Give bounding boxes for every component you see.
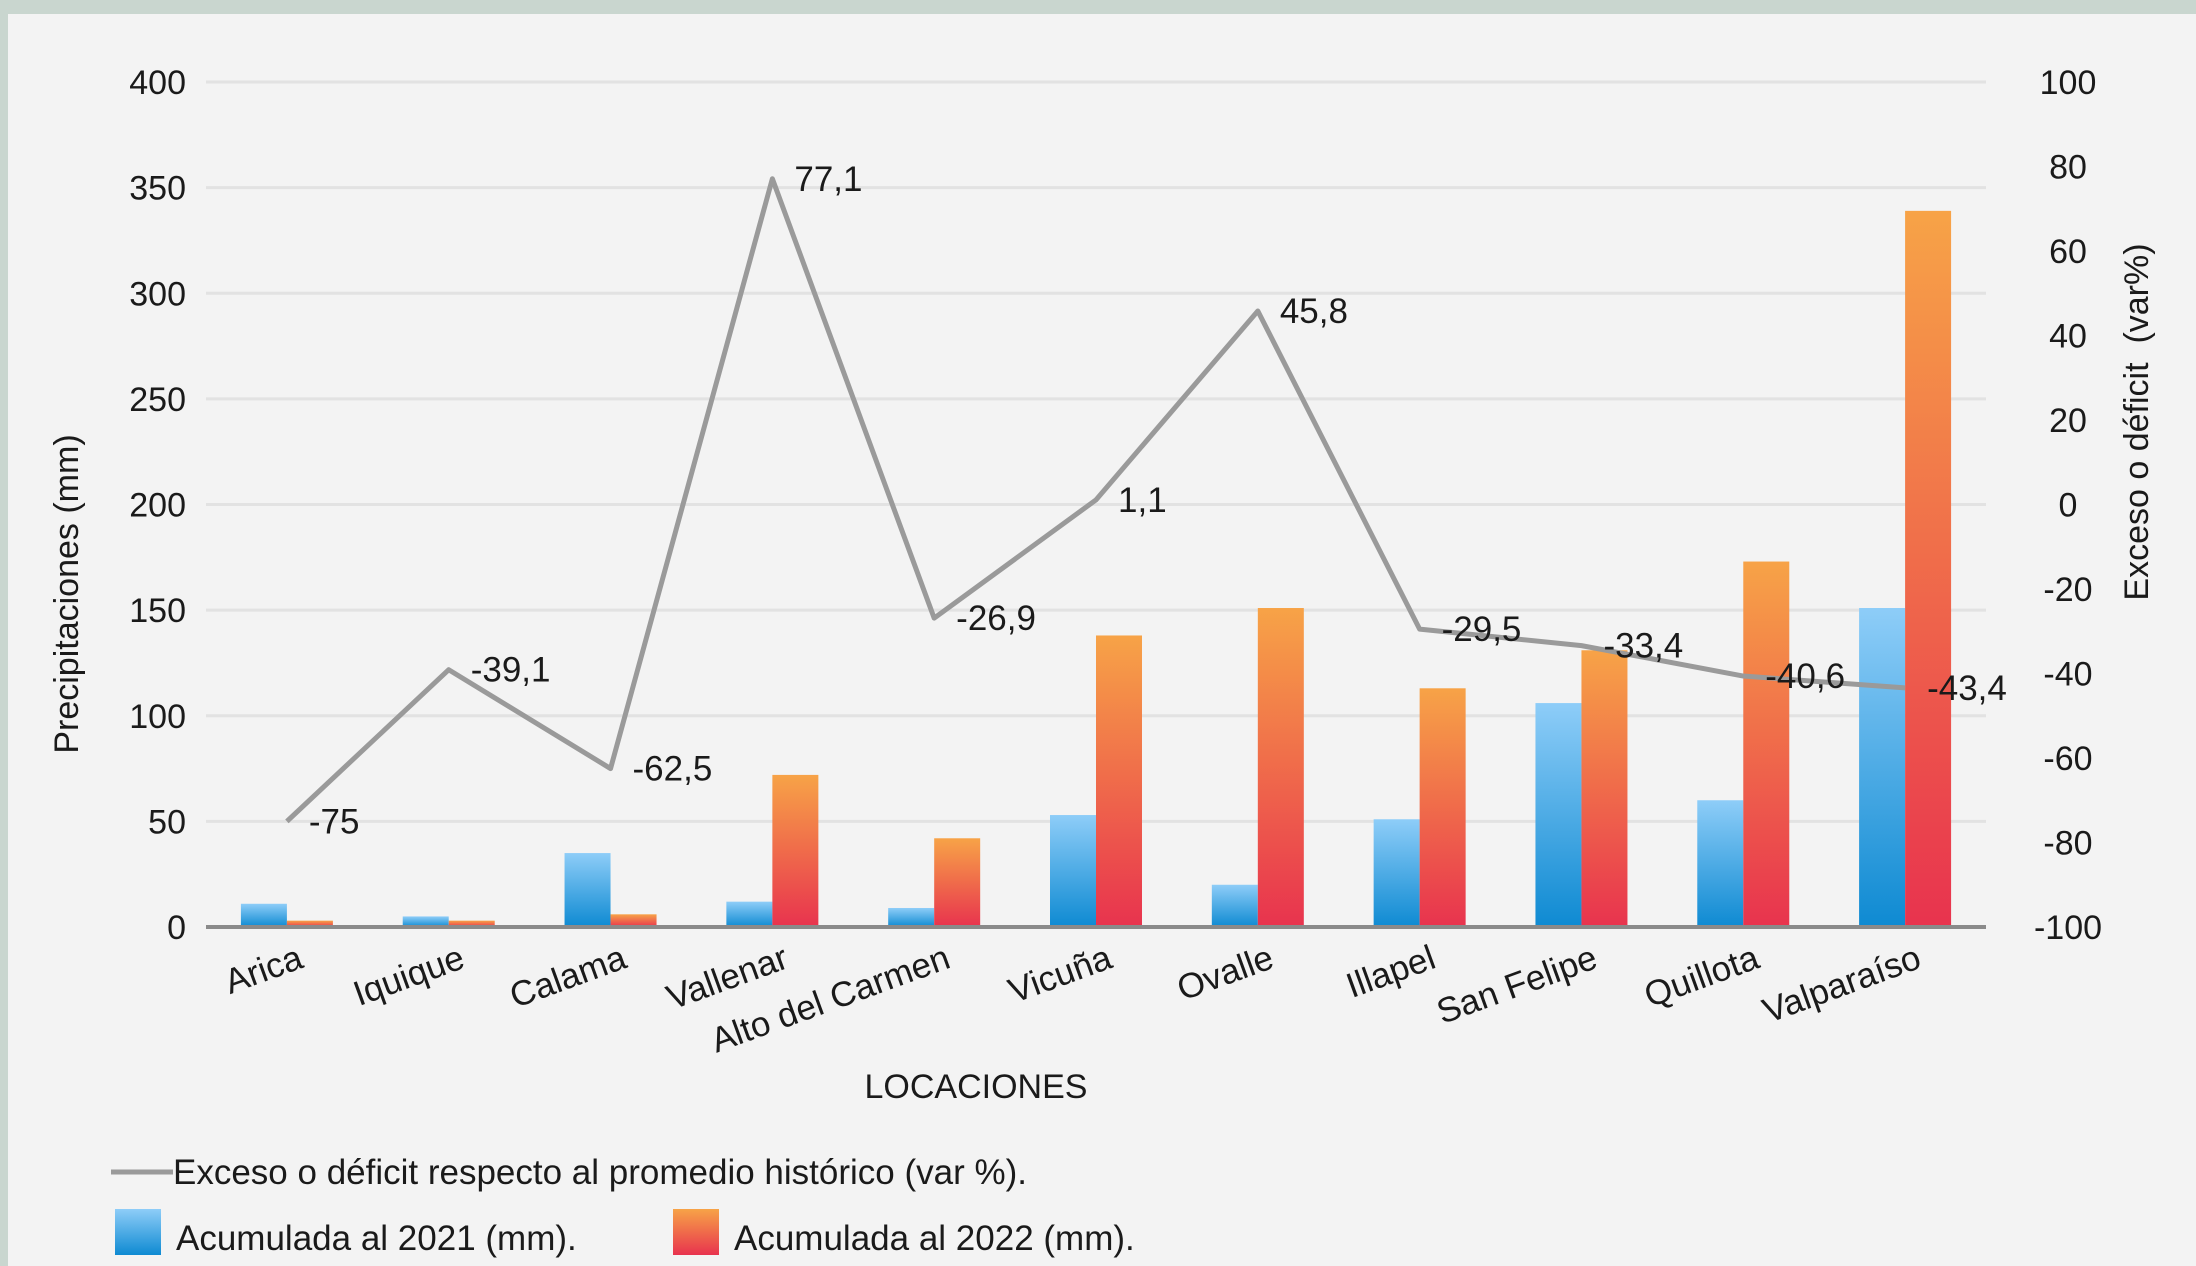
y2-tick-label: 60 [2049,233,2087,271]
bar-2022 [610,914,657,927]
line-data-label: 77,1 [794,160,862,199]
line-data-label: -40,6 [1765,657,1845,696]
x-axis-title: LOCACIONES [865,1068,1088,1106]
bar-2021 [1373,819,1420,927]
line-data-label: -43,4 [1927,669,2007,708]
y-tick-label: 0 [167,909,186,947]
line-data-label: -75 [309,802,360,841]
line-data-label: 45,8 [1280,292,1348,331]
category-label: Calama [505,938,632,1016]
bar-2022 [1096,635,1142,927]
bar-2022 [934,838,981,927]
bar-2021 [1535,703,1582,927]
bar-2021 [1859,608,1906,927]
bar-2022 [1905,210,1952,928]
y-tick-label: 350 [129,170,186,208]
category-label: Arica [219,938,308,1002]
gridlines [206,80,1986,823]
bar-2022 [448,920,495,927]
y-tick-label: 100 [129,698,186,736]
bars [240,210,1952,928]
y-axis-title: Precipitaciones (mm) [48,434,86,753]
bar-2022 [1257,608,1304,927]
line-data-label: -26,9 [956,599,1036,638]
y2-tick-label: -40 [2043,656,2092,694]
precipitation-chart: 050100150200250300350400-100-80-60-40-20… [48,64,2156,1258]
legend-2021-swatch [115,1209,161,1255]
y2-tick-label: -20 [2043,571,2092,609]
bar-2022 [1419,688,1466,927]
y-tick-label: 150 [129,592,186,630]
bar-2021 [564,853,611,927]
bar-2022 [1581,650,1628,927]
bar-2022 [286,920,333,927]
y2-axis-title: Exceso o déficit (var%) [2118,243,2156,600]
legend-2022-label: Acumulada al 2022 (mm). [734,1219,1135,1258]
y2-tick-label: 80 [2049,149,2087,187]
y2-tick-label: 0 [2059,487,2078,525]
variation-line-path [285,176,1906,824]
category-label: Iquique [348,938,469,1014]
labels: 050100150200250300350400-100-80-60-40-20… [129,64,2102,1060]
bar-2022 [1743,561,1790,927]
y2-tick-label: 40 [2049,318,2087,356]
line-data-label: -39,1 [471,651,551,690]
line-data-label: -29,5 [1442,610,1522,649]
category-label: Ovalle [1172,938,1279,1009]
category-label: Valparaíso [1758,938,1926,1031]
bar-2021 [726,901,773,927]
line-data-label: -62,5 [633,750,713,789]
y2-tick-label: -60 [2043,740,2092,778]
y2-tick-label: -80 [2043,825,2092,863]
bar-2021 [1211,884,1258,927]
bar-2021 [888,907,935,927]
legend-line-label: Exceso o déficit respecto al promedio hi… [173,1153,1027,1192]
legend-2021-label: Acumulada al 2021 (mm). [176,1219,577,1258]
y2-tick-label: 20 [2049,402,2087,440]
category-label: Illapel [1341,938,1440,1006]
y-tick-label: 400 [129,64,186,102]
y2-tick-label: 100 [2040,64,2097,102]
y-tick-label: 300 [129,275,186,313]
legend: Exceso o déficit respecto al promedio hi… [111,1153,1135,1258]
category-label: Vicuña [1003,938,1117,1011]
line-data-label: -33,4 [1603,627,1683,666]
line-data-label: 1,1 [1118,481,1167,520]
bar-2022 [772,774,819,927]
y2-tick-label: -100 [2034,909,2102,947]
y-tick-label: 250 [129,381,186,419]
bar-2021 [1697,800,1744,927]
y-tick-label: 200 [129,487,186,525]
bar-2021 [1050,815,1096,927]
category-label: Quillota [1639,938,1764,1015]
variation-line [285,176,1906,824]
y-tick-label: 50 [148,803,186,841]
chart-frame: 0 50 100 150 200 250 300 350 400 -100 -80 -60 -40 -20… [8,14,2196,1266]
bar-2021 [240,903,287,927]
legend-2022-swatch [673,1209,719,1255]
category-label: San Felipe [1432,938,1603,1032]
bar-2021 [402,916,449,927]
